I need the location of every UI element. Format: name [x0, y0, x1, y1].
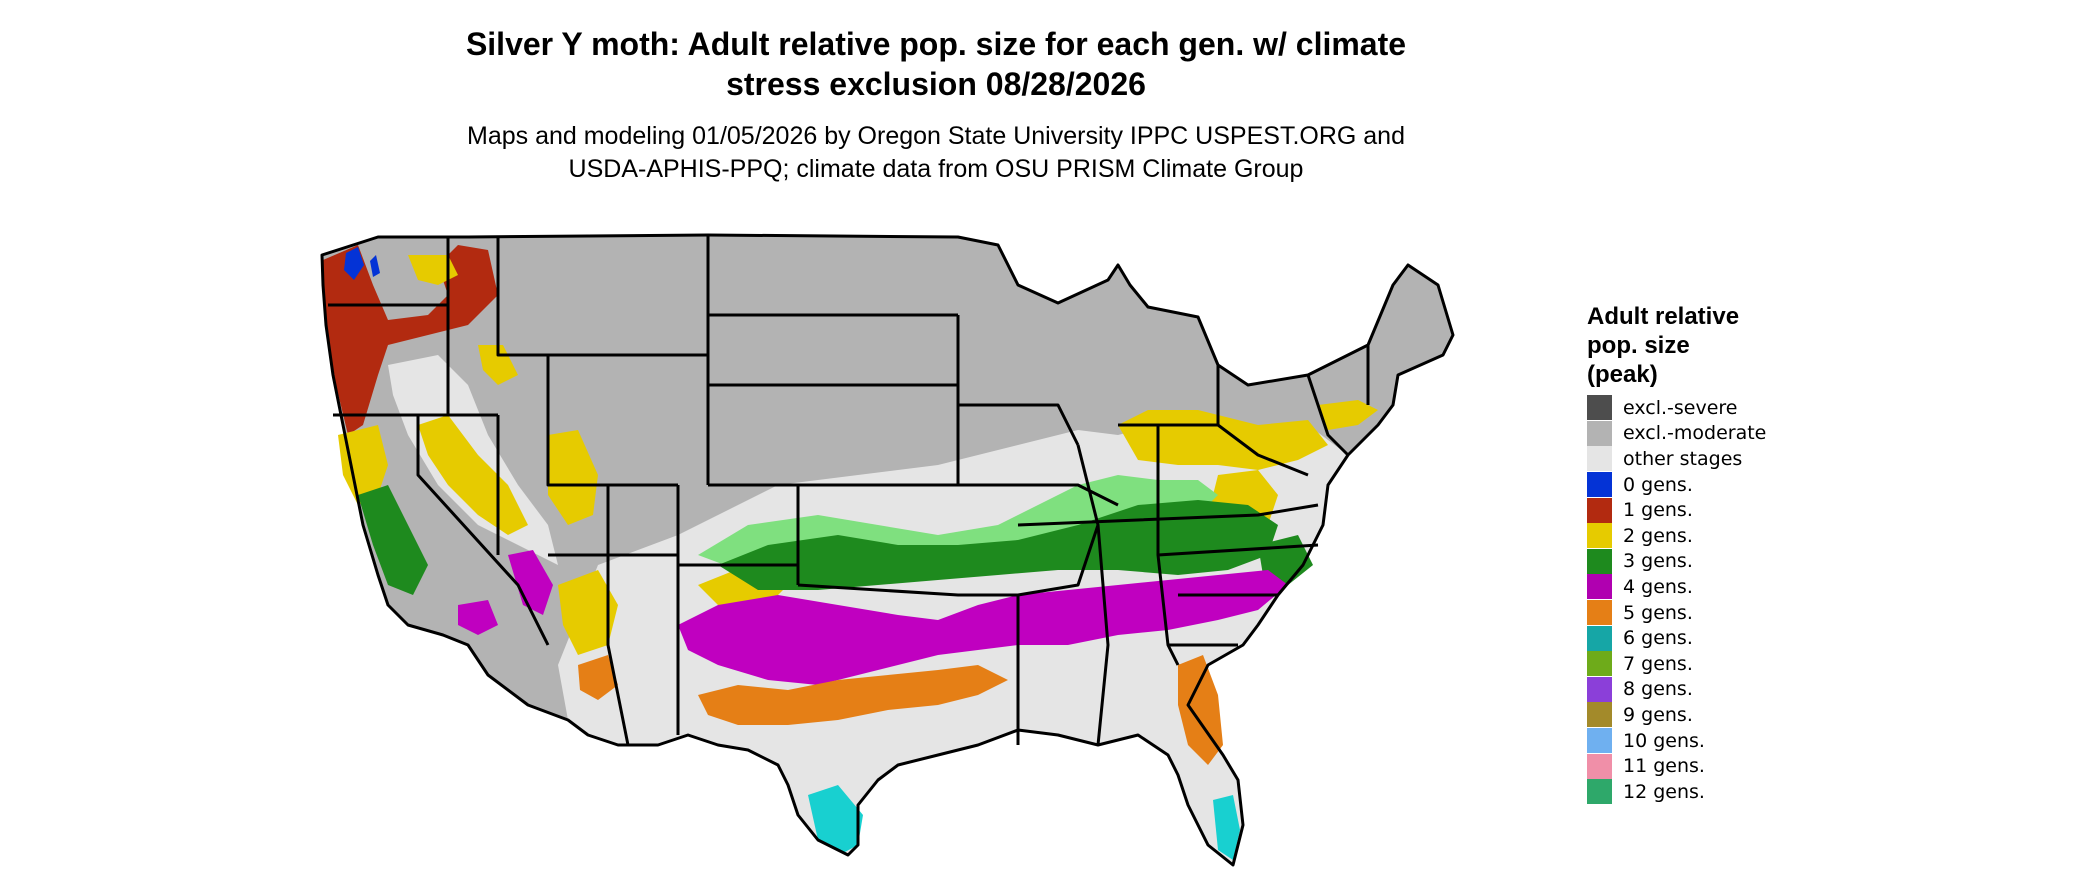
- legend-swatch: [1587, 753, 1612, 779]
- legend-swatch: [1587, 446, 1612, 472]
- gen0-cascades: [344, 247, 364, 280]
- legend-item: 8 gens.: [1587, 676, 1907, 703]
- legend-swatch: [1587, 676, 1612, 702]
- legend-swatch: [1587, 472, 1612, 498]
- legend-swatch: [1587, 574, 1612, 600]
- legend-item: 12 gens.: [1587, 779, 1907, 805]
- gen5-gulf-coast: [698, 665, 1008, 725]
- legend-swatch: [1587, 728, 1612, 754]
- legend-label: 2 gens.: [1623, 524, 1693, 547]
- gen1-pacific-nw: [323, 245, 498, 435]
- map-title-line-2: stress exclusion 08/28/2026: [726, 66, 1146, 102]
- legend-label: other stages: [1623, 447, 1743, 470]
- legend-label: 11 gens.: [1623, 755, 1705, 778]
- gen3-dark-belt: [718, 500, 1278, 590]
- legend-item: 7 gens.: [1587, 651, 1907, 677]
- legend-label: 12 gens.: [1623, 780, 1705, 803]
- legend-title: Adult relative pop. size (peak): [1587, 302, 1907, 389]
- gen3-california: [358, 485, 428, 595]
- legend-item: 3 gens.: [1587, 548, 1907, 575]
- legend-swatch: [1587, 651, 1612, 677]
- legend-swatch: [1587, 420, 1612, 446]
- legend-label: excl.-severe: [1623, 396, 1738, 419]
- legend-label: 3 gens.: [1623, 550, 1693, 573]
- legend-label: 1 gens.: [1623, 499, 1693, 522]
- legend-item: 2 gens.: [1587, 523, 1907, 549]
- legend-item: 1 gens.: [1587, 497, 1907, 523]
- legend-label: 0 gens.: [1623, 473, 1693, 496]
- gen2-arizona: [558, 570, 618, 655]
- legend-title-line-2: pop. size: [1587, 332, 1690, 359]
- us-map: [318, 225, 1558, 885]
- legend-swatch: [1587, 779, 1612, 805]
- legend-swatch: [1587, 600, 1612, 626]
- gen0-cascades-2: [370, 255, 380, 277]
- gen2-great-basin: [418, 415, 528, 535]
- legend-swatch: [1587, 497, 1612, 523]
- gen6-south-texas: [808, 785, 863, 853]
- state-borders: [320, 233, 1455, 867]
- legend-swatch: [1587, 523, 1612, 549]
- legend-item: excl.-moderate: [1587, 420, 1907, 447]
- legend-swatch: [1587, 395, 1612, 421]
- legend-label: 4 gens.: [1623, 575, 1693, 598]
- legend-item: excl.-severe: [1587, 395, 1907, 421]
- legend-item: other stages: [1587, 446, 1907, 472]
- legend-swatch: [1587, 702, 1612, 728]
- map-subtitle: Maps and modeling 01/05/2026 by Oregon S…: [0, 120, 1872, 186]
- legend-label: 7 gens.: [1623, 652, 1693, 675]
- legend-item: 10 gens.: [1587, 728, 1907, 754]
- legend-item: 6 gens.: [1587, 625, 1907, 651]
- gen2-idaho: [408, 255, 458, 285]
- map-subtitle-line-1: Maps and modeling 01/05/2026 by Oregon S…: [467, 122, 1405, 150]
- legend-title-line-1: Adult relative: [1587, 303, 1740, 330]
- legend-label: 8 gens.: [1623, 678, 1693, 701]
- legend-label: 10 gens.: [1623, 729, 1705, 752]
- map-title-line-1: Silver Y moth: Adult relative pop. size …: [465, 26, 1407, 62]
- legend-label: 6 gens.: [1623, 627, 1693, 650]
- gen2-new-england: [1318, 400, 1378, 430]
- gen4-southern-band: [678, 570, 1288, 685]
- gen4-lower-colorado: [508, 550, 553, 615]
- legend-label: 9 gens.: [1623, 703, 1693, 726]
- legend-label: excl.-moderate: [1623, 422, 1767, 445]
- legend-items: excl.-severe excl.-moderate other stages…: [1587, 395, 1907, 805]
- gen2-utah: [548, 430, 598, 525]
- map-title: Silver Y moth: Adult relative pop. size …: [0, 24, 1872, 104]
- gen5-arizona: [578, 655, 618, 700]
- legend-title-line-3: (peak): [1587, 361, 1658, 388]
- legend-swatch: [1587, 548, 1612, 574]
- legend-item: 9 gens.: [1587, 702, 1907, 728]
- map-subtitle-line-2: USDA-APHIS-PPQ; climate data from OSU PR…: [568, 155, 1304, 183]
- us-map-svg: [320, 233, 1455, 867]
- legend-swatch: [1587, 625, 1612, 651]
- gen4-southern-california: [458, 600, 498, 635]
- legend-item: 5 gens.: [1587, 600, 1907, 626]
- gen6-florida-tip: [1213, 795, 1240, 860]
- legend-item: 4 gens.: [1587, 574, 1907, 600]
- gen2-northern-california: [338, 425, 388, 505]
- legend: Adult relative pop. size (peak) excl.-se…: [1587, 302, 1907, 805]
- legend-item: 0 gens.: [1587, 472, 1907, 498]
- legend-label: 5 gens.: [1623, 601, 1693, 624]
- legend-item: 11 gens.: [1587, 753, 1907, 779]
